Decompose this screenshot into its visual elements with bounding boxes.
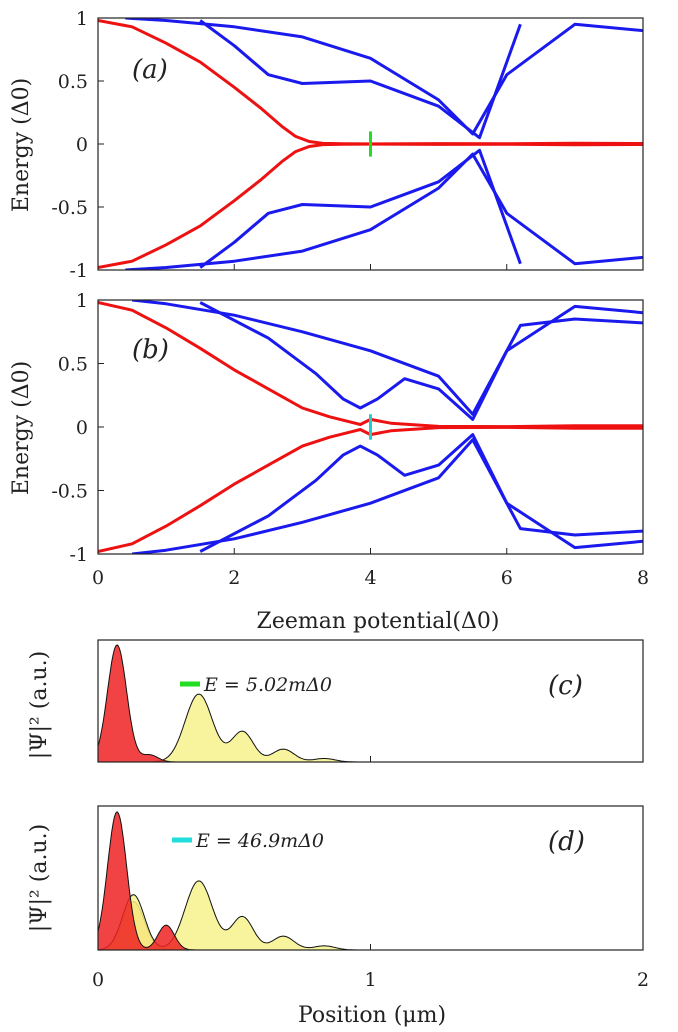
panel-b-ytick-label-4: 1 [76, 290, 88, 312]
panel-b-ticks [97, 299, 644, 555]
panel-d-xlabel: Position (μm) [298, 1003, 446, 1028]
panel-b-ytick-label-3: 0.5 [58, 354, 88, 376]
panel-a-ytick-label-3: 0.5 [58, 71, 88, 93]
panel-a-curves [98, 18, 643, 270]
panel-d-ylabel: |Ψ|² (a.u.) [27, 824, 52, 932]
panel-d-xtick-label-0: 0 [92, 969, 104, 991]
panel-a-ticks [97, 17, 644, 271]
panel-a-series-4 [199, 19, 522, 140]
panel-d-xtick-labels: 0 1 2 [92, 969, 649, 991]
panel-d-density-2 [98, 880, 643, 950]
panel-a-ytick-label-0: -1 [69, 260, 88, 282]
panel-d-xtick-label-2: 2 [637, 969, 649, 991]
panel-b-xlabel: Zeeman potential(Δ0) [257, 609, 500, 634]
panel-a-series-1 [98, 142, 643, 269]
panel-c-density-1 [98, 693, 643, 762]
panel-b-xtick-label-0: 0 [92, 567, 104, 589]
panel-d: 0 1 2 E = 46.9mΔ0 (d) |Ψ|² (a.u.) Position… [27, 805, 649, 1028]
panel-a-ytick-label-1: -0.5 [51, 197, 88, 219]
panel-b-series-3 [199, 433, 643, 553]
panel-b-xtick-labels: 0 2 4 6 8 [92, 567, 649, 589]
panel-b-tag: (b) [132, 335, 169, 365]
panel-b-xtick-label-2: 4 [364, 567, 376, 589]
panel-d-density-0 [98, 811, 643, 950]
panel-d-xtick-label-1: 1 [364, 969, 376, 991]
panel-d-legend-text: E = 46.9mΔ0 [195, 830, 324, 852]
panel-a-series-2 [125, 18, 643, 136]
panel-b-xtick-label-4: 8 [637, 567, 649, 589]
panel-c-ticks [97, 756, 644, 762]
panel-b-xtick-label-3: 6 [501, 567, 513, 589]
panel-b-series-2 [199, 301, 643, 421]
panel-d-ticks [97, 944, 644, 950]
panel-b-series-1 [98, 425, 643, 553]
panel-c-legend-text: E = 5.02mΔ0 [203, 674, 332, 696]
panel-b-ylabel: Energy (Δ0) [9, 361, 34, 495]
panel-c-curves [98, 644, 643, 762]
panel-b-series-5 [131, 438, 643, 554]
panel-a-ytick-labels: -1 -0.5 0 0.5 1 [51, 8, 88, 282]
panel-b-ytick-label-2: 0 [76, 417, 88, 439]
panel-c-ylabel: |Ψ|² (a.u.) [27, 651, 52, 759]
panel-d-tag: (d) [548, 827, 585, 857]
panel-b-series-4 [131, 300, 643, 416]
panel-a-tag: (a) [132, 55, 168, 85]
panel-b-ytick-labels: -1 -0.5 0 0.5 1 [51, 290, 88, 566]
panel-b-ytick-label-0: -1 [69, 544, 88, 566]
panel-b-curves [98, 300, 643, 554]
panel-a-ylabel: Energy (Δ0) [9, 78, 34, 212]
panel-a-series-3 [125, 152, 643, 270]
panel-a-ytick-label-4: 1 [76, 8, 88, 30]
panel-c-tag: (c) [548, 671, 583, 701]
panel-c: E = 5.02mΔ0 (c) |Ψ|² (a.u.) [27, 639, 644, 763]
panel-b-xtick-label-1: 2 [228, 567, 240, 589]
panel-d-curves [98, 811, 643, 950]
panel-a-series-5 [199, 148, 522, 269]
panel-a-ytick-label-2: 0 [76, 134, 88, 156]
panel-b-ytick-label-1: -0.5 [51, 481, 88, 503]
panel-a: -1 -0.5 0 0.5 1 (a) Energy (Δ0) [9, 8, 644, 282]
panel-b: -1 -0.5 0 0.5 1 0 2 4 6 8 (b) Energy (Δ0) Zeeman… [9, 290, 649, 634]
